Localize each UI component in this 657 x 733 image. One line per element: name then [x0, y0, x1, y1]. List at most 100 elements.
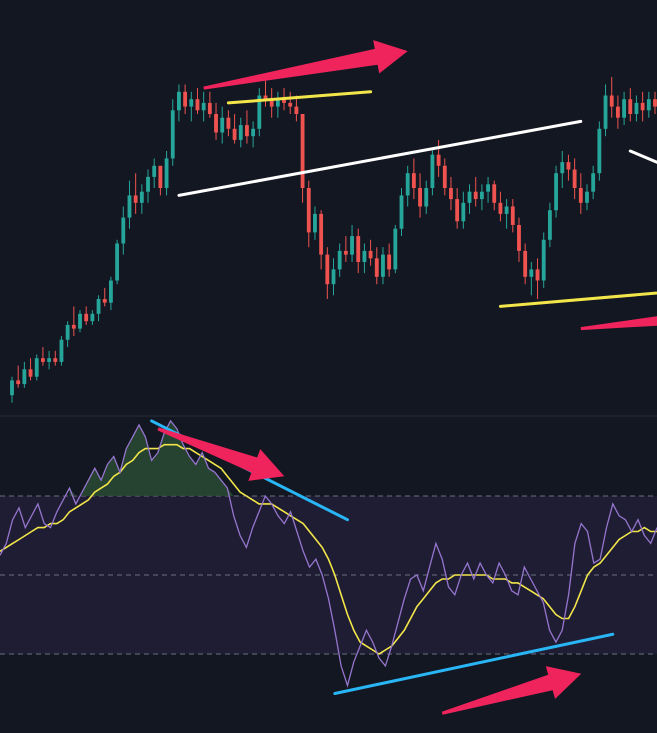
- candle-body: [232, 128, 237, 140]
- candle-body: [436, 154, 441, 166]
- candle-body: [622, 99, 627, 118]
- candle-body: [529, 269, 534, 277]
- trendline: [498, 291, 657, 308]
- candle-body: [195, 99, 200, 111]
- candle-body: [591, 173, 596, 192]
- candle-body: [585, 191, 589, 203]
- candle-body: [517, 225, 521, 251]
- candle-body: [133, 195, 138, 203]
- candle-body: [282, 99, 286, 103]
- candle-body: [597, 128, 602, 174]
- candle-body: [10, 380, 14, 396]
- candle-body: [40, 358, 45, 362]
- candle-body: [554, 173, 558, 211]
- candle-body: [275, 99, 280, 107]
- candle-body: [523, 250, 528, 277]
- candle-body: [294, 106, 299, 114]
- candle-body: [257, 95, 262, 129]
- candle-body: [479, 191, 484, 200]
- trendline: [177, 119, 583, 197]
- candle-body: [393, 228, 398, 270]
- candle-body: [201, 102, 206, 111]
- rsi-line: [0, 419, 657, 688]
- candle-body: [615, 106, 620, 118]
- candle-body: [343, 250, 348, 255]
- candle-body: [634, 102, 639, 114]
- annotation-arrow: [157, 427, 285, 481]
- candle-body: [337, 250, 342, 270]
- candle-body: [177, 91, 181, 111]
- candle-body: [71, 324, 76, 329]
- candle-body: [214, 114, 218, 133]
- trendline: [333, 632, 615, 695]
- candle-body: [350, 236, 354, 255]
- candle-body: [152, 165, 157, 177]
- candle-body: [566, 162, 571, 170]
- price-pane: [10, 40, 657, 403]
- candle-body: [189, 99, 194, 107]
- candle-body: [640, 102, 645, 111]
- candle-body: [96, 299, 101, 314]
- candle-body: [449, 188, 453, 200]
- rsi-pane: [0, 417, 657, 733]
- candle-body: [78, 313, 82, 329]
- candle-body: [109, 280, 113, 303]
- candle-body: [84, 313, 89, 322]
- candle-body: [430, 154, 435, 188]
- candle-body: [628, 99, 633, 114]
- candle-body: [319, 213, 324, 255]
- candle-body: [609, 95, 614, 107]
- candle-body: [504, 206, 509, 214]
- candle-body: [442, 165, 447, 188]
- annotation-arrow: [441, 666, 582, 715]
- candle-body: [418, 188, 422, 207]
- candle-body: [424, 188, 429, 207]
- candle-body: [146, 176, 150, 192]
- candle-body: [547, 210, 552, 240]
- candle-body: [34, 358, 39, 377]
- candle-body: [164, 158, 169, 188]
- candle-body: [374, 258, 379, 277]
- candle-body: [53, 358, 58, 362]
- candle-body: [220, 117, 225, 133]
- candle-body: [90, 313, 95, 322]
- candle-body: [510, 206, 515, 225]
- candle-body: [646, 99, 651, 111]
- candle-body: [300, 114, 305, 188]
- candle-body: [288, 102, 293, 107]
- candle-body: [170, 110, 175, 159]
- candle-body: [411, 173, 416, 188]
- rsi-signal-line: [0, 443, 657, 655]
- candle-body: [121, 217, 126, 244]
- candle-body: [306, 188, 311, 233]
- candle-body: [473, 191, 478, 200]
- trendline: [226, 90, 373, 105]
- candle-body: [387, 254, 392, 270]
- candle-body: [207, 102, 212, 114]
- candle-body: [158, 165, 163, 188]
- candle-body: [127, 195, 132, 218]
- candle-body: [467, 191, 472, 203]
- candle-body: [535, 269, 540, 281]
- candle-body: [263, 95, 268, 100]
- candle-body: [269, 99, 274, 107]
- candle-body: [251, 128, 256, 137]
- candle-body: [59, 339, 64, 362]
- candle-body: [226, 117, 231, 129]
- candle-body: [28, 369, 33, 377]
- candle-body: [541, 239, 546, 281]
- candle-body: [245, 125, 249, 137]
- candle-body: [102, 299, 107, 303]
- candle-body: [455, 199, 460, 222]
- candle-body: [65, 324, 70, 340]
- candle-body: [486, 184, 490, 192]
- annotation-arrow: [580, 316, 657, 331]
- candle-body: [331, 269, 336, 285]
- candle-body: [405, 173, 410, 196]
- candle-body: [139, 191, 144, 203]
- candle-body: [356, 236, 361, 262]
- candle-body: [16, 380, 21, 385]
- candle-body: [653, 99, 657, 107]
- candle-body: [603, 95, 608, 129]
